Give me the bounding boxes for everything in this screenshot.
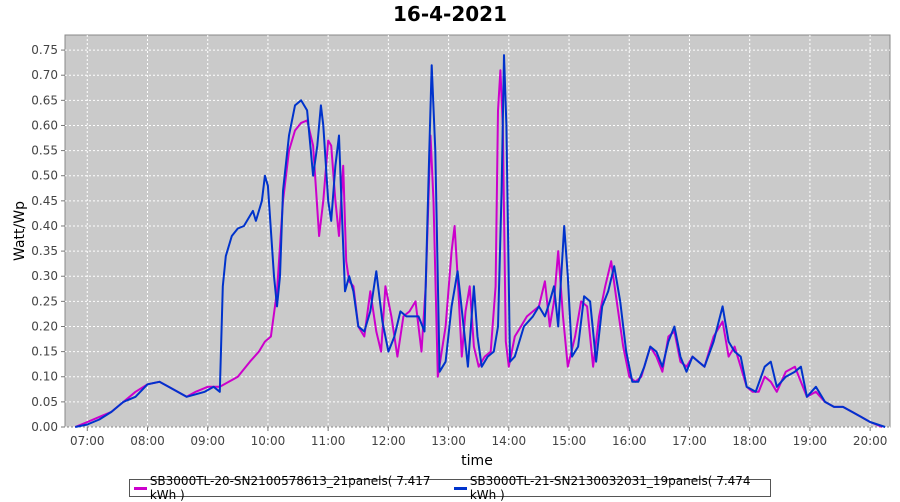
x-tick-label: 15:00 [552, 434, 587, 448]
x-tick-label: 07:00 [70, 434, 105, 448]
x-tick-label: 16:00 [612, 434, 647, 448]
y-tick-label: 0.20 [31, 319, 58, 333]
x-tick-label: 11:00 [311, 434, 346, 448]
legend-label-series-1: SB3000TL-20-SN2100578613_21panels( 7.417… [149, 474, 431, 502]
y-tick-label: 0.05 [31, 395, 58, 409]
legend: SB3000TL-20-SN2100578613_21panels( 7.417… [129, 474, 771, 502]
y-axis-title: Watt/Wp [12, 201, 28, 261]
x-tick-label: 12:00 [371, 434, 406, 448]
x-tick-label: 14:00 [492, 434, 527, 448]
y-tick-label: 0.75 [31, 43, 58, 57]
y-tick-label: 0.00 [31, 420, 58, 434]
legend-swatch-series-2 [454, 486, 467, 490]
x-tick-label: 13:00 [431, 434, 466, 448]
y-tick-label: 0.60 [31, 118, 58, 132]
y-tick-label: 0.15 [31, 345, 58, 359]
y-tick-label: 0.45 [31, 194, 58, 208]
y-tick-label: 0.30 [31, 269, 58, 283]
x-tick-label: 10:00 [251, 434, 286, 448]
y-tick-label: 0.70 [31, 68, 58, 82]
x-axis-title: time [461, 453, 493, 469]
y-tick-label: 0.25 [31, 294, 58, 308]
legend-item-series-2: SB3000TL-21-SN2130032031_19panels( 7.474… [454, 474, 762, 502]
y-tick-label: 0.35 [31, 244, 58, 258]
chart-title: 16-4-2021 [392, 2, 507, 26]
x-tick-label: 17:00 [672, 434, 707, 448]
y-tick-label: 0.10 [31, 370, 58, 384]
series-line-2 [74, 54, 886, 428]
x-tick-label: 08:00 [130, 434, 165, 448]
grid-lines [65, 35, 890, 428]
x-tick-label: 19:00 [793, 434, 828, 448]
y-axis: 0.00 0.05 0.10 0.15 0.20 0.25 0.30 0.35 0.40 0.45… [31, 43, 65, 434]
x-tick-label: 09:00 [190, 434, 225, 448]
y-tick-label: 0.55 [31, 144, 58, 158]
legend-label-series-2: SB3000TL-21-SN2130032031_19panels( 7.474… [469, 474, 751, 502]
plot-area [64, 34, 891, 428]
x-tick-label: 20:00 [853, 434, 888, 448]
y-tick-label: 0.40 [31, 219, 58, 233]
series-lines [74, 54, 886, 428]
y-tick-label: 0.65 [31, 93, 58, 107]
x-tick-label: 18:00 [732, 434, 767, 448]
y-tick-label: 0.50 [31, 169, 58, 183]
legend-item-series-1: SB3000TL-20-SN2100578613_21panels( 7.417… [134, 474, 442, 502]
legend-swatch-series-1 [134, 486, 147, 490]
x-axis: 07:00 08:00 09:00 10:00 11:00 12:00 13:00 14:00… [70, 427, 887, 448]
